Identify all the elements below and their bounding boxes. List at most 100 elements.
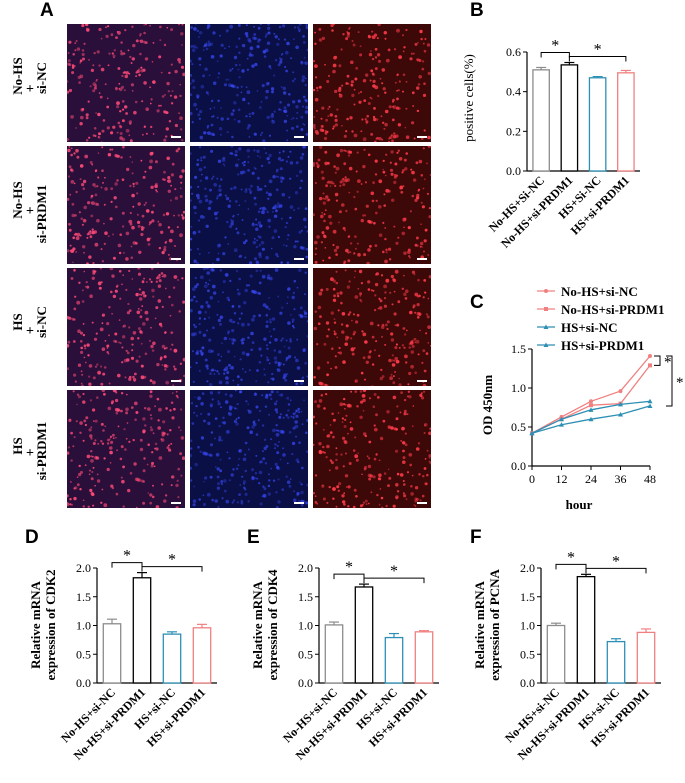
cell-dot <box>210 268 214 272</box>
cell-dot <box>287 234 290 237</box>
cell-dot <box>375 340 378 343</box>
cell-dot <box>332 125 336 128</box>
cell-dot <box>208 316 211 319</box>
cell-dot <box>335 466 339 470</box>
legend-label: HS+si-NC <box>561 320 618 335</box>
cell-dot <box>149 493 153 497</box>
cell-dot <box>197 185 200 188</box>
cell-dot <box>240 85 243 88</box>
cell-dot <box>237 383 240 386</box>
cell-dot <box>74 486 78 490</box>
cell-dot <box>168 120 172 123</box>
cell-dot <box>90 426 93 429</box>
cell-dot <box>292 100 296 104</box>
y-tick-label: 1.5 <box>520 590 535 604</box>
cell-dot <box>115 411 119 415</box>
cell-dot <box>75 190 78 194</box>
cell-dot <box>374 159 378 163</box>
cell-dot <box>67 197 70 201</box>
cell-dot <box>262 485 265 488</box>
cell-dot <box>278 108 281 111</box>
cell-dot <box>359 415 363 419</box>
cell-dot <box>270 87 275 91</box>
cell-dot <box>238 277 241 281</box>
cell-dot <box>106 442 110 445</box>
cell-dot <box>395 483 399 487</box>
cell-dot <box>387 425 391 429</box>
cell-dot <box>285 475 288 478</box>
cell-dot <box>295 105 299 109</box>
cell-dot <box>368 477 371 481</box>
cell-dot <box>321 176 325 180</box>
cell-dot <box>270 390 274 394</box>
cell-dot <box>367 153 371 157</box>
cell-dot <box>114 182 118 186</box>
significance-star: * <box>676 375 684 391</box>
cell-dot <box>147 243 151 246</box>
cell-dot <box>72 445 75 448</box>
micrograph-merge-row-1 <box>67 24 185 142</box>
cell-dot <box>200 436 205 440</box>
y-tick-label: 1.0 <box>76 619 91 633</box>
cell-dot <box>160 325 163 328</box>
cell-dot <box>345 486 348 488</box>
cell-dot <box>289 478 292 480</box>
cell-dot <box>351 40 354 42</box>
cell-dot <box>283 373 288 377</box>
cell-dot <box>236 288 239 291</box>
cell-dot <box>208 338 212 342</box>
cell-dot <box>370 191 375 196</box>
cell-dot <box>241 475 244 478</box>
cell-dot <box>230 219 232 221</box>
cell-dot <box>265 305 269 309</box>
cell-dot <box>88 136 91 139</box>
cell-dot <box>262 493 267 498</box>
cell-dot <box>313 88 316 92</box>
cell-dot <box>237 108 241 112</box>
cell-dot <box>106 126 110 130</box>
cell-dot <box>206 329 208 332</box>
cell-dot <box>144 57 149 61</box>
cell-dot <box>274 408 278 412</box>
cell-dot <box>200 305 204 309</box>
cell-dot <box>402 169 405 172</box>
cell-dot <box>217 72 221 75</box>
cell-dot <box>267 197 270 200</box>
cell-dot <box>152 484 154 487</box>
cell-dot <box>264 185 267 188</box>
cell-dot <box>334 366 338 369</box>
cell-dot <box>352 43 356 47</box>
cell-dot <box>399 185 404 189</box>
cell-dot <box>91 228 94 231</box>
cell-dot <box>259 460 263 464</box>
cell-dot <box>216 475 220 479</box>
cell-dot <box>129 139 133 142</box>
significance-star: * <box>123 548 131 565</box>
cell-dot <box>322 201 326 205</box>
cell-dot <box>295 358 299 363</box>
cell-dot <box>122 251 125 254</box>
significance-bracket <box>141 566 203 572</box>
cell-dot <box>123 428 126 431</box>
cell-dot <box>373 308 377 312</box>
cell-dot <box>119 132 123 135</box>
cell-dot <box>112 125 116 129</box>
cell-dot <box>118 319 121 321</box>
row-4-condition: HS <box>10 437 25 455</box>
cell-dot <box>261 247 265 251</box>
cell-dot <box>408 255 411 258</box>
cell-dot <box>86 343 90 347</box>
cell-dot <box>167 253 170 256</box>
cell-dot <box>285 359 288 362</box>
cell-dot <box>244 469 247 473</box>
cell-dot <box>394 346 398 350</box>
cell-dot <box>389 135 393 139</box>
cell-dot <box>367 288 371 291</box>
cell-dot <box>199 135 204 140</box>
cell-dot <box>82 499 85 502</box>
cell-dot <box>140 232 144 237</box>
cell-dot <box>283 110 286 113</box>
cell-dot <box>410 364 414 369</box>
cell-dot <box>383 193 386 196</box>
cell-dot <box>215 466 217 468</box>
